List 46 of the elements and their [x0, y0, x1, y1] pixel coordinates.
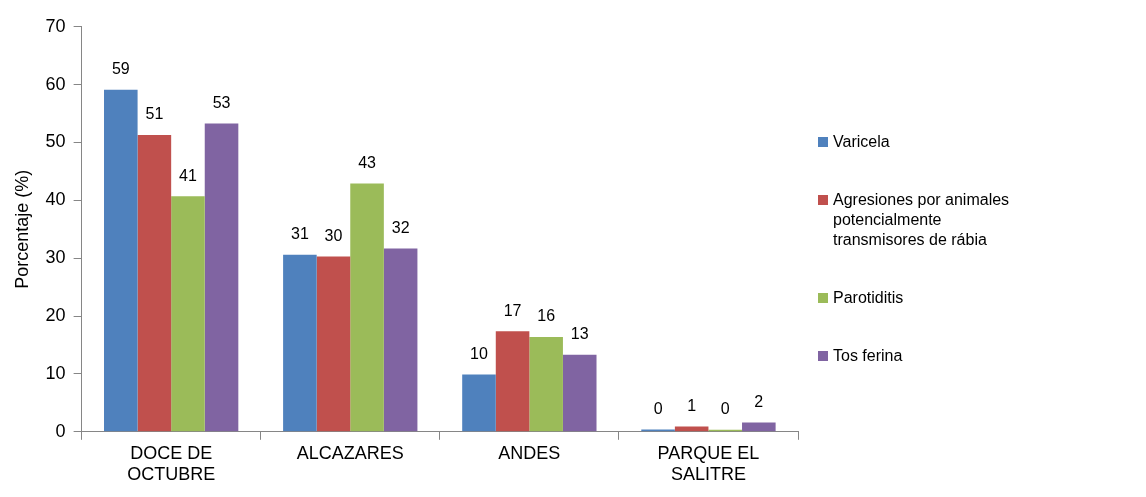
- y-tick-label: 30: [45, 247, 66, 268]
- y-tick-label: 70: [45, 15, 66, 36]
- legend-label: Varicela: [833, 131, 891, 152]
- data-label: 0: [653, 399, 663, 417]
- data-label: 32: [391, 218, 410, 236]
- data-label: 0: [720, 400, 730, 418]
- y-tick-label: 40: [45, 189, 66, 210]
- data-label: 13: [570, 325, 589, 343]
- legend-label: Tos ferina: [833, 345, 904, 366]
- bar: [316, 256, 351, 432]
- bar: [283, 254, 317, 432]
- x-tick-label: ALCAZARES: [296, 442, 404, 463]
- x-tick-label: DOCE DE OCTUBRE: [127, 442, 216, 485]
- data-label: 51: [145, 105, 164, 123]
- data-label: 2: [754, 392, 764, 410]
- y-tick-label: 20: [45, 305, 66, 326]
- data-label: 53: [212, 93, 231, 111]
- legend-label: Agresiones por animales potencialmente transmisores de rábia: [833, 189, 1011, 250]
- bar: [171, 196, 205, 432]
- data-label: 10: [470, 344, 488, 362]
- bar: [742, 422, 776, 432]
- y-tick-label: 0: [55, 420, 66, 441]
- y-axis-title: Porcentaje (%): [11, 169, 32, 289]
- bar: [104, 89, 138, 432]
- bar: [562, 354, 597, 432]
- y-tick-label: 50: [45, 131, 66, 152]
- data-label: 1: [687, 397, 697, 414]
- legend-label: Parotiditis: [833, 287, 905, 308]
- data-label: 43: [358, 154, 377, 171]
- data-label: 59: [111, 60, 130, 78]
- bar: [383, 248, 418, 432]
- x-tick-label: PARQUE EL SALITRE: [657, 442, 760, 485]
- bar: [462, 374, 496, 432]
- bar: [204, 123, 239, 432]
- data-label: 17: [503, 301, 522, 319]
- data-label: 31: [290, 225, 309, 243]
- bar: [137, 134, 172, 432]
- y-tick-label: 10: [45, 362, 66, 383]
- data-label: 16: [537, 307, 556, 325]
- x-tick-label: ANDES: [498, 442, 561, 463]
- bar: [350, 183, 384, 432]
- bar: [529, 336, 563, 432]
- data-label: 41: [179, 166, 197, 184]
- y-tick-label: 60: [45, 73, 66, 94]
- bar: [495, 331, 530, 432]
- data-label: 30: [324, 226, 343, 244]
